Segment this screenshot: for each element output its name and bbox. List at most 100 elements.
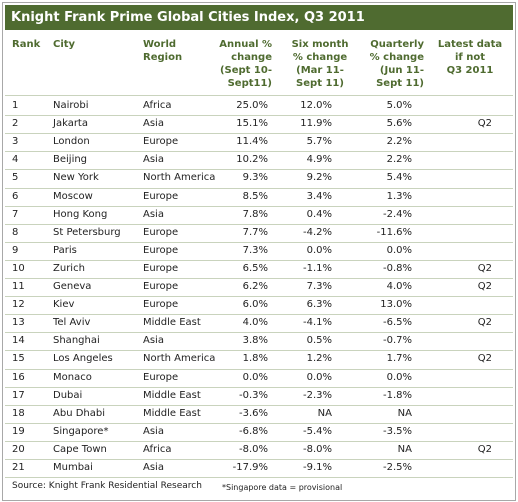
table-cell: Zurich — [53, 262, 85, 274]
column-header: City — [53, 39, 76, 50]
table-cell: 5.0% — [386, 100, 412, 111]
table-cell: 18 — [12, 407, 25, 419]
table-cell: 4 — [12, 154, 19, 166]
table-cell: 9 — [12, 244, 19, 256]
row-rule — [5, 440, 513, 442]
table-cell: 3 — [12, 136, 19, 148]
row-rule — [5, 314, 513, 316]
table-cell: Asia — [143, 154, 164, 166]
table-cell: Jakarta — [53, 118, 88, 130]
row-rule — [5, 187, 513, 189]
table-cell: 10.2% — [236, 154, 268, 166]
row-rule — [5, 241, 513, 243]
table-cell: -0.7% — [382, 335, 412, 347]
table-cell: 6 — [12, 190, 19, 202]
table-cell: Beijing — [53, 154, 88, 166]
table-cell: 12.0% — [300, 100, 332, 111]
table-cell: -8.0% — [238, 443, 268, 455]
table-cell: Q2 — [477, 317, 492, 329]
row-rule — [5, 115, 513, 117]
table-cell: Europe — [143, 136, 179, 148]
row-rule — [5, 477, 513, 479]
row-rule — [5, 386, 513, 388]
table-cell: Middle East — [143, 389, 201, 401]
table-cell: 0.0% — [386, 371, 412, 383]
row-rule — [5, 332, 513, 334]
row-rule — [5, 422, 513, 424]
row-rule — [5, 368, 513, 370]
table-cell: Kiev — [53, 299, 75, 311]
table-cell: -0.3% — [238, 389, 268, 401]
table-cell: 7.3% — [242, 244, 268, 256]
table-cell: 2.2% — [386, 136, 412, 148]
row-rule — [5, 350, 513, 352]
table-cell: -6.5% — [382, 317, 412, 329]
table-cell: 1.2% — [306, 353, 332, 365]
table-cell: 6.3% — [306, 299, 332, 311]
table-cell: Africa — [143, 443, 172, 455]
table-cell: 25.0% — [236, 100, 268, 111]
table-cell: New York — [53, 172, 99, 184]
table-cell: -3.6% — [238, 407, 268, 419]
table-cell: Europe — [143, 299, 179, 311]
table-cell: 15.1% — [236, 118, 268, 130]
row-rule — [5, 278, 513, 279]
title: Knight Frank Prime Global Cities Index, … — [5, 5, 513, 30]
note: *Singapore data = provisional — [222, 483, 343, 492]
table-cell: -5.4% — [302, 425, 332, 437]
table-cell: -6.8% — [238, 425, 268, 437]
table-cell: 6.0% — [242, 299, 268, 311]
table-cell: 0.0% — [306, 244, 332, 256]
column-header: Latest data if not Q3 2011 — [437, 39, 503, 76]
table-cell: -9.1% — [302, 462, 332, 473]
table-cell: Los Angeles — [53, 353, 113, 365]
table-cell: -8.0% — [302, 443, 332, 455]
table-cell: 1.3% — [386, 190, 412, 202]
table-cell: Middle East — [143, 407, 201, 419]
table-cell: Monaco — [53, 371, 92, 383]
row-rule — [5, 459, 513, 460]
table-cell: Q2 — [477, 262, 492, 274]
table-cell: London — [53, 136, 90, 148]
table-cell: 10 — [12, 262, 25, 274]
table-cell: 1.8% — [242, 353, 268, 365]
table-cell: Asia — [143, 335, 164, 347]
table-cell: 2.2% — [386, 154, 412, 166]
table-cell: 15 — [12, 353, 25, 365]
row-rule — [5, 259, 513, 261]
table-cell: 20 — [12, 443, 25, 455]
table-cell: Asia — [143, 462, 164, 473]
table-cell: Q2 — [477, 118, 492, 130]
table-cell: NA — [397, 407, 412, 419]
column-header: Quarterly % change (Jun 11- Sept 11) — [369, 39, 424, 89]
table-cell: -4.1% — [302, 317, 332, 329]
table-cell: Asia — [143, 425, 164, 437]
header-rule — [5, 95, 513, 96]
table-cell: 6.5% — [242, 262, 268, 274]
table-cell: 5.6% — [386, 118, 412, 130]
table-cell: 7.3% — [306, 281, 332, 292]
table-cell: 6.2% — [242, 281, 268, 292]
table-cell: -1.1% — [302, 262, 332, 274]
source: Source: Knight Frank Residential Researc… — [12, 481, 202, 491]
table-cell: 13 — [12, 317, 25, 329]
table-cell: North America — [143, 353, 216, 365]
table-cell: Europe — [143, 244, 179, 256]
table-cell: 1 — [12, 100, 19, 111]
row-rule — [5, 296, 513, 298]
table-cell: 7.8% — [242, 208, 268, 220]
table-cell: Cape Town — [53, 443, 107, 455]
table-cell: Dubai — [53, 389, 83, 401]
table-cell: Shanghai — [53, 335, 100, 347]
table-cell: 17 — [12, 389, 25, 401]
table-cell: Africa — [143, 100, 172, 111]
table-cell: 8 — [12, 226, 19, 238]
table-cell: Hong Kong — [53, 208, 108, 220]
table-cell: 7 — [12, 208, 19, 220]
table-cell: 19 — [12, 425, 25, 437]
column-header: Annual % change (Sept 10- Sept11) — [219, 39, 272, 89]
table-cell: St Petersburg — [53, 226, 121, 238]
row-rule — [5, 404, 513, 406]
